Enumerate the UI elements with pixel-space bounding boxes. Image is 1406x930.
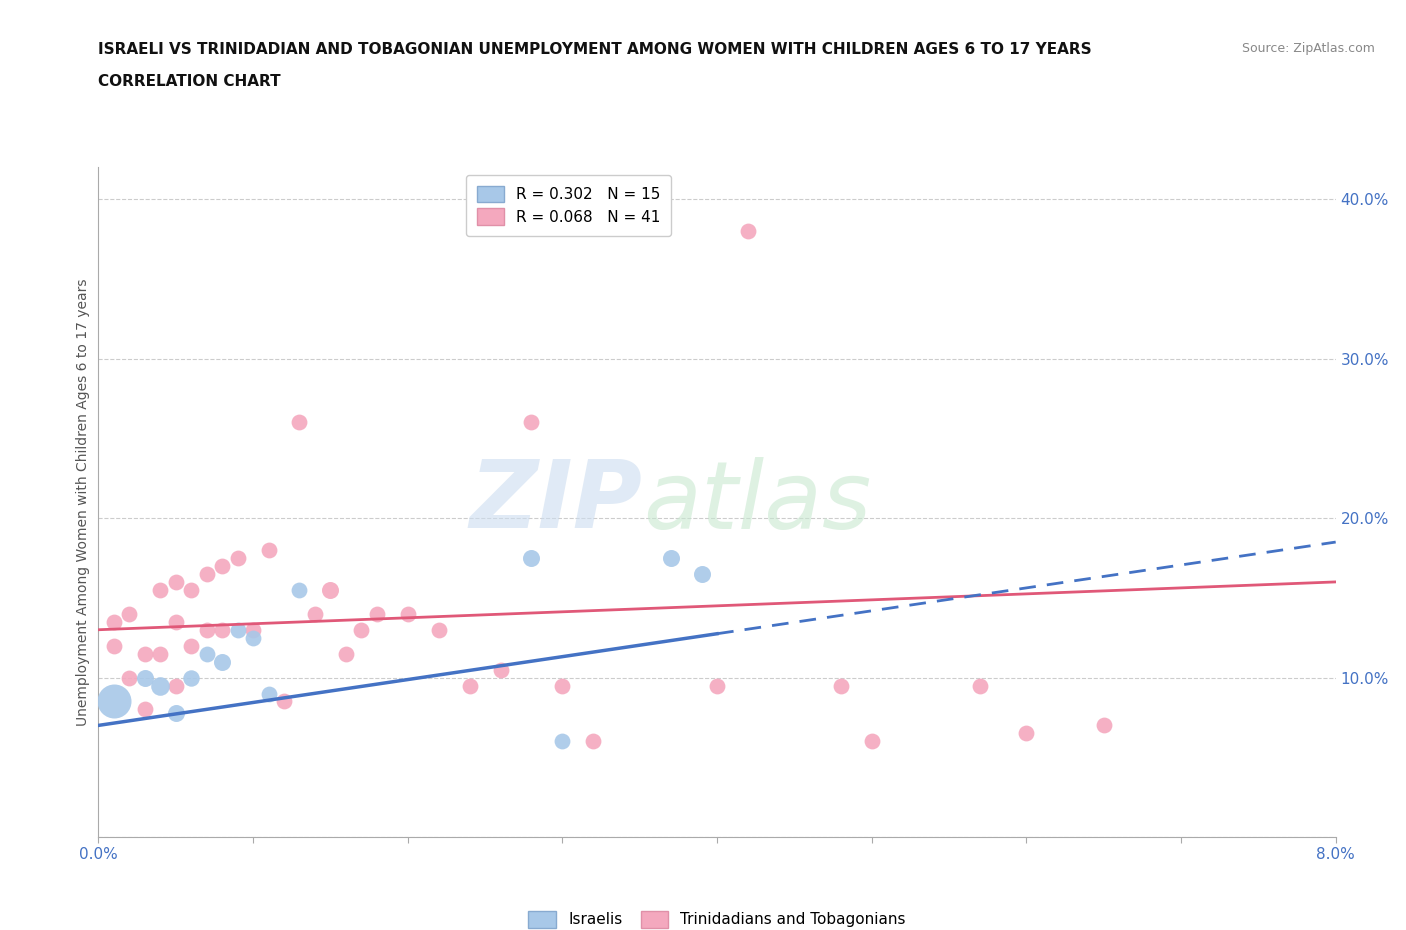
Point bbox=[211, 654, 233, 669]
Point bbox=[211, 559, 233, 574]
Text: atlas: atlas bbox=[643, 457, 872, 548]
Point bbox=[180, 671, 202, 685]
Point bbox=[582, 734, 605, 749]
Point bbox=[103, 638, 125, 653]
Point bbox=[180, 638, 202, 653]
Point bbox=[706, 678, 728, 693]
Point bbox=[690, 566, 713, 581]
Point bbox=[304, 606, 326, 621]
Point bbox=[319, 582, 342, 597]
Point bbox=[427, 622, 450, 637]
Point bbox=[1092, 718, 1115, 733]
Point bbox=[335, 646, 357, 661]
Point bbox=[226, 551, 249, 565]
Point bbox=[860, 734, 883, 749]
Point bbox=[273, 694, 295, 709]
Point bbox=[1015, 726, 1038, 741]
Point bbox=[659, 551, 682, 565]
Point bbox=[737, 224, 759, 239]
Point bbox=[458, 678, 481, 693]
Point bbox=[195, 566, 218, 581]
Text: ZIP: ZIP bbox=[470, 457, 643, 548]
Point bbox=[134, 671, 156, 685]
Point bbox=[165, 575, 187, 590]
Legend: Israelis, Trinidadians and Tobagonians: Israelis, Trinidadians and Tobagonians bbox=[522, 905, 912, 930]
Point bbox=[489, 662, 512, 677]
Point bbox=[149, 678, 172, 693]
Point bbox=[134, 646, 156, 661]
Point bbox=[551, 734, 574, 749]
Point bbox=[969, 678, 991, 693]
Point bbox=[118, 606, 141, 621]
Point bbox=[165, 615, 187, 630]
Text: Source: ZipAtlas.com: Source: ZipAtlas.com bbox=[1241, 42, 1375, 55]
Point bbox=[396, 606, 419, 621]
Point bbox=[242, 631, 264, 645]
Point bbox=[366, 606, 388, 621]
Point bbox=[288, 415, 311, 430]
Point bbox=[288, 582, 311, 597]
Point bbox=[257, 542, 280, 557]
Point bbox=[180, 582, 202, 597]
Point bbox=[520, 551, 543, 565]
Point bbox=[226, 622, 249, 637]
Point bbox=[551, 678, 574, 693]
Point bbox=[242, 622, 264, 637]
Point bbox=[149, 582, 172, 597]
Point bbox=[118, 671, 141, 685]
Point bbox=[195, 622, 218, 637]
Point bbox=[149, 646, 172, 661]
Point bbox=[211, 622, 233, 637]
Point bbox=[165, 705, 187, 720]
Point bbox=[520, 415, 543, 430]
Point bbox=[830, 678, 852, 693]
Y-axis label: Unemployment Among Women with Children Ages 6 to 17 years: Unemployment Among Women with Children A… bbox=[76, 278, 90, 726]
Point bbox=[350, 622, 373, 637]
Point bbox=[195, 646, 218, 661]
Point bbox=[103, 615, 125, 630]
Point bbox=[257, 686, 280, 701]
Point bbox=[165, 678, 187, 693]
Text: CORRELATION CHART: CORRELATION CHART bbox=[98, 74, 281, 89]
Point bbox=[103, 694, 125, 709]
Text: ISRAELI VS TRINIDADIAN AND TOBAGONIAN UNEMPLOYMENT AMONG WOMEN WITH CHILDREN AGE: ISRAELI VS TRINIDADIAN AND TOBAGONIAN UN… bbox=[98, 42, 1092, 57]
Point bbox=[134, 702, 156, 717]
